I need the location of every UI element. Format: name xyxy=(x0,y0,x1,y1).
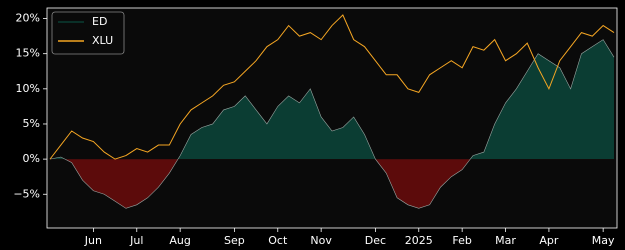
x-tick-label: Sep xyxy=(224,234,245,247)
area-positive xyxy=(50,39,614,160)
x-tick-label: May xyxy=(592,234,615,247)
x-tick-label: Jul xyxy=(129,234,143,247)
x-tick-label: Apr xyxy=(539,234,559,247)
x-tick-label: Nov xyxy=(310,234,332,247)
line xyxy=(49,14,615,160)
y-tick-label: 5% xyxy=(23,117,40,130)
x-tick-label: Oct xyxy=(268,234,288,247)
x-tick-label: Feb xyxy=(452,234,471,247)
x-tick-label: Mar xyxy=(495,234,516,247)
legend-box xyxy=(51,11,125,55)
x-tick-label: Jun xyxy=(84,234,102,247)
y-tick-label: 15% xyxy=(16,47,40,60)
line xyxy=(49,39,615,209)
x-tick-label: Aug xyxy=(169,234,190,247)
y-tick-label: 20% xyxy=(16,12,40,25)
x-tick-label: 2025 xyxy=(405,234,433,247)
legend-label: ED xyxy=(92,15,107,28)
y-tick-label: 10% xyxy=(16,82,40,95)
legend: ED XLU xyxy=(51,11,125,55)
y-tick-label: −5% xyxy=(13,187,40,200)
y-tick-label: 0% xyxy=(23,152,40,165)
x-tick-label: Dec xyxy=(365,234,386,247)
legend-label: XLU xyxy=(92,34,113,47)
area-negative xyxy=(50,159,471,209)
